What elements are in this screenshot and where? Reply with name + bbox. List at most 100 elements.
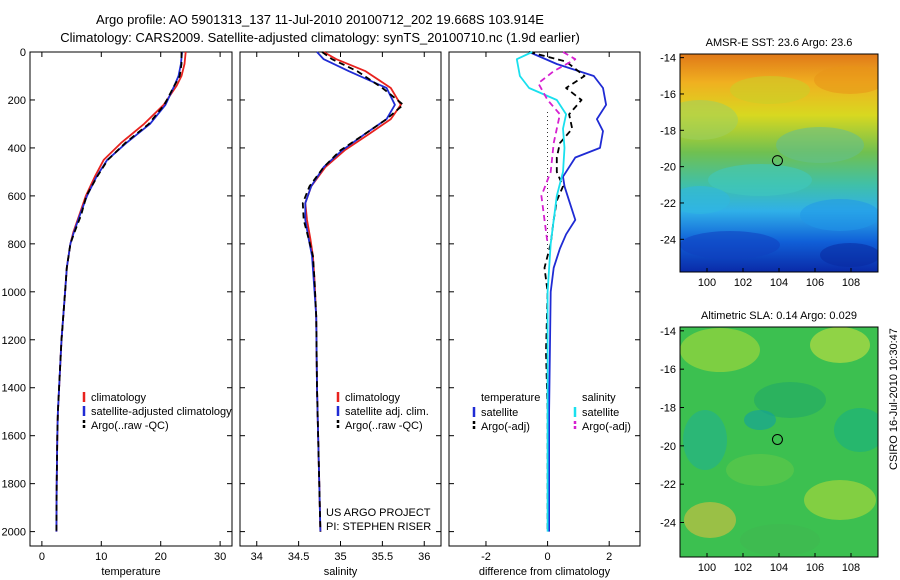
y-tick-label: 400 <box>8 143 26 155</box>
y-tick-label: -22 <box>660 479 676 491</box>
x-tick-label: 35 <box>334 551 346 563</box>
series-line <box>528 51 586 532</box>
y-tick-label: -14 <box>660 326 676 338</box>
y-tick-label: -18 <box>660 125 676 137</box>
argo-location-marker <box>771 155 783 167</box>
sst-patch <box>730 76 810 104</box>
legend-label: satellite <box>582 407 619 419</box>
x-tick-label: 104 <box>770 562 788 574</box>
x-tick-label: 35.5 <box>372 551 393 563</box>
series-line <box>55 52 183 532</box>
y-tick-label: 2000 <box>2 527 26 539</box>
difference-legend: temperature satellite Argo(-adj) salinity sa… <box>472 392 631 433</box>
x-tick-label: 108 <box>842 277 860 289</box>
pi-annotation: PI: STEPHEN RISER <box>326 521 431 533</box>
sla-field <box>680 327 878 557</box>
legend-label: satellite-adjusted climatology <box>91 406 232 418</box>
series-line <box>537 51 577 244</box>
sst-patch <box>820 243 878 267</box>
sla-patch <box>810 327 870 363</box>
y-tick-label: 1000 <box>2 287 26 299</box>
y-tick-label: -20 <box>660 162 676 174</box>
temperature-profile: 0 10 20 30 temperature 0 200 400 600 800 1000 1200 1… <box>2 47 233 578</box>
sst-patch <box>680 231 780 259</box>
legend-label: climatology <box>91 392 147 404</box>
sla-patch <box>744 410 776 430</box>
x-tick-label: 20 <box>155 551 167 563</box>
sst-patch <box>776 127 864 163</box>
sla-patch <box>726 454 794 486</box>
map-title: AMSR-E SST: 23.6 Argo: 23.6 <box>706 37 853 49</box>
y-tick-label: -16 <box>660 364 676 376</box>
x-tick-label: 102 <box>734 562 752 574</box>
map-title: Altimetric SLA: 0.14 Argo: 0.029 <box>701 310 857 322</box>
legend-label: climatology <box>345 392 401 404</box>
sla-map: Altimetric SLA: 0.14 Argo: 0.029 100 102 10… <box>660 310 879 574</box>
sla-patch <box>740 524 820 556</box>
legend-group-title: salinity <box>582 392 616 404</box>
sla-patch <box>683 410 727 470</box>
sla-patch <box>680 328 760 372</box>
sla-patch <box>834 408 878 452</box>
series-line <box>515 51 567 532</box>
temperature-legend: climatology satellite-adjusted climatolog… <box>82 392 232 432</box>
x-tick-label: 34.5 <box>288 551 309 563</box>
project-annotation: US ARGO PROJECT <box>326 507 431 519</box>
legend-label: satellite <box>481 407 518 419</box>
sst-patch <box>680 186 730 214</box>
y-tick-label: 600 <box>8 191 26 203</box>
legend-group-title: temperature <box>481 392 540 404</box>
salinity-legend: climatology satellite adj. clim. Argo(..ra… <box>326 392 431 533</box>
x-tick-label: 30 <box>214 551 226 563</box>
sst-map: AMSR-E SST: 23.6 Argo: 23.6 100 102 104 106 1… <box>660 37 879 289</box>
x-tick-label: 0 <box>39 551 45 563</box>
x-tick-label: -2 <box>481 551 491 563</box>
y-tick-label: -22 <box>660 198 676 210</box>
x-tick-label: 0 <box>545 551 551 563</box>
x-tick-label: 100 <box>698 277 716 289</box>
sla-patch <box>754 382 826 418</box>
legend-label: Argo(-adj) <box>481 421 530 433</box>
plot-frame <box>29 51 233 547</box>
y-tick-label: -20 <box>660 441 676 453</box>
y-tick-label: 1600 <box>2 431 26 443</box>
series-line <box>528 51 607 532</box>
plot-frame <box>448 51 641 547</box>
x-axis-label: temperature <box>101 566 160 578</box>
x-tick-label: 102 <box>734 277 752 289</box>
x-axis-label: difference from climatology <box>479 566 611 578</box>
y-tick-label: -24 <box>660 234 676 246</box>
y-tick-label: 1200 <box>2 335 26 347</box>
x-axis-label: salinity <box>324 566 358 578</box>
sst-patch <box>680 100 738 140</box>
y-tick-label: 0 <box>20 47 26 59</box>
x-tick-label: 106 <box>806 562 824 574</box>
x-tick-label: 2 <box>606 551 612 563</box>
argo-location-marker <box>771 433 783 445</box>
y-tick-label: 800 <box>8 239 26 251</box>
sst-patch <box>814 66 878 94</box>
legend-label: Argo(..raw -QC) <box>91 420 169 432</box>
y-tick-label: -24 <box>660 518 676 530</box>
x-tick-label: 108 <box>842 562 860 574</box>
series-line <box>301 51 405 532</box>
x-tick-label: 34 <box>251 551 263 563</box>
figure-title-line2: Climatology: CARS2009. Satellite-adjuste… <box>60 30 580 45</box>
y-tick-label: 1800 <box>2 479 26 491</box>
x-tick-label: 10 <box>95 551 107 563</box>
figure-title-line1: Argo profile: AO 5901313_137 11-Jul-2010… <box>96 12 544 27</box>
legend-label: satellite adj. clim. <box>345 406 429 418</box>
y-tick-label: 1400 <box>2 383 26 395</box>
legend-label: Argo(-adj) <box>582 421 631 433</box>
x-tick-label: 100 <box>698 562 716 574</box>
legend-label: Argo(..raw -QC) <box>345 420 423 432</box>
x-tick-label: 36 <box>418 551 430 563</box>
y-tick-label: -14 <box>660 53 676 65</box>
x-tick-label: 104 <box>770 277 788 289</box>
difference-profile: -2 0 2 difference from climatology <box>448 51 641 578</box>
sst-patch <box>800 199 878 231</box>
plot-frame <box>239 51 442 547</box>
y-tick-label: 200 <box>8 95 26 107</box>
salinity-profile: 34 34.5 35 35.5 36 salinity <box>239 51 442 578</box>
